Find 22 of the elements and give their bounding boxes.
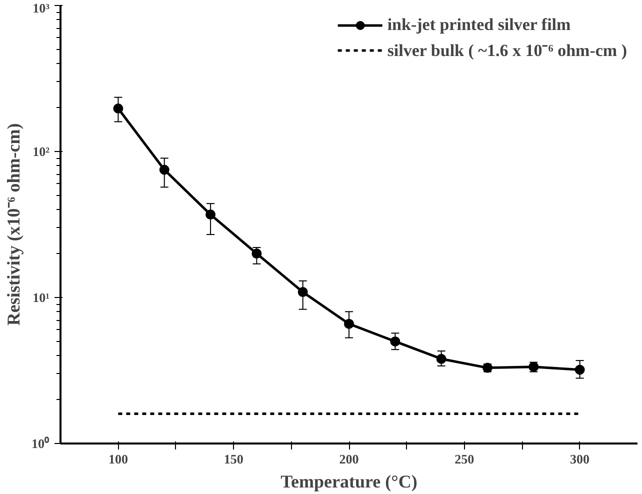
y-axis-title: Resistivity (x10⁻⁶ ohm-cm) [4, 123, 24, 326]
point [436, 354, 446, 364]
point [206, 210, 216, 220]
y-tick-label: 10⁰ [32, 436, 50, 451]
point [252, 248, 262, 259]
legend-label: ink-jet printed silver film [387, 15, 571, 35]
point [390, 336, 400, 346]
x-axis-title: Temperature (°C) [280, 472, 418, 492]
y-tick-label: 10³ [32, 0, 50, 16]
x-tick-label: 150 [224, 452, 244, 466]
point [298, 287, 308, 298]
x-tick-label: 250 [454, 452, 474, 466]
x-tick-label: 300 [570, 452, 590, 466]
legend-label: silver bulk ( ~1.6 x 10⁻⁶ ohm-cm ) [387, 40, 627, 61]
point [574, 364, 585, 375]
x-tick-label: 200 [339, 452, 359, 466]
y-tick-label: 10² [32, 144, 50, 159]
point [344, 318, 354, 329]
y-tick-label: 10¹ [32, 290, 50, 305]
point [159, 164, 170, 175]
point [113, 104, 124, 114]
x-tick-label: 100 [108, 452, 128, 466]
